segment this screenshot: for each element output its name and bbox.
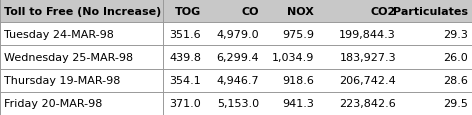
Text: CO2: CO2: [371, 7, 396, 16]
Text: Tuesday 24-MAR-98: Tuesday 24-MAR-98: [4, 30, 114, 39]
Bar: [0, 92, 472, 115]
Text: 439.8: 439.8: [169, 53, 201, 62]
Text: 351.6: 351.6: [169, 30, 201, 39]
Text: 371.0: 371.0: [169, 99, 201, 108]
Text: Toll to Free (No Increase): Toll to Free (No Increase): [4, 7, 161, 16]
Text: 918.6: 918.6: [282, 76, 314, 85]
Bar: [0, 0, 472, 23]
Text: 354.1: 354.1: [169, 76, 201, 85]
Text: 5,153.0: 5,153.0: [217, 99, 259, 108]
Text: TOG: TOG: [175, 7, 201, 16]
Text: 183,927.3: 183,927.3: [339, 53, 396, 62]
Text: 941.3: 941.3: [282, 99, 314, 108]
Bar: [0, 69, 472, 92]
Text: 975.9: 975.9: [282, 30, 314, 39]
Bar: [0, 46, 472, 69]
Text: 199,844.3: 199,844.3: [339, 30, 396, 39]
Text: 28.6: 28.6: [443, 76, 468, 85]
Text: 29.5: 29.5: [443, 99, 468, 108]
Text: 4,979.0: 4,979.0: [216, 30, 259, 39]
Text: CO: CO: [242, 7, 259, 16]
Text: NOX: NOX: [287, 7, 314, 16]
Text: 206,742.4: 206,742.4: [339, 76, 396, 85]
Text: 26.0: 26.0: [443, 53, 468, 62]
Text: Particulates: Particulates: [393, 7, 468, 16]
Text: Thursday 19-MAR-98: Thursday 19-MAR-98: [4, 76, 120, 85]
Bar: [0, 23, 472, 46]
Text: 6,299.4: 6,299.4: [216, 53, 259, 62]
Text: 223,842.6: 223,842.6: [339, 99, 396, 108]
Text: 1,034.9: 1,034.9: [271, 53, 314, 62]
Text: 4,946.7: 4,946.7: [216, 76, 259, 85]
Text: Wednesday 25-MAR-98: Wednesday 25-MAR-98: [4, 53, 133, 62]
Text: Friday 20-MAR-98: Friday 20-MAR-98: [4, 99, 102, 108]
Text: 29.3: 29.3: [443, 30, 468, 39]
